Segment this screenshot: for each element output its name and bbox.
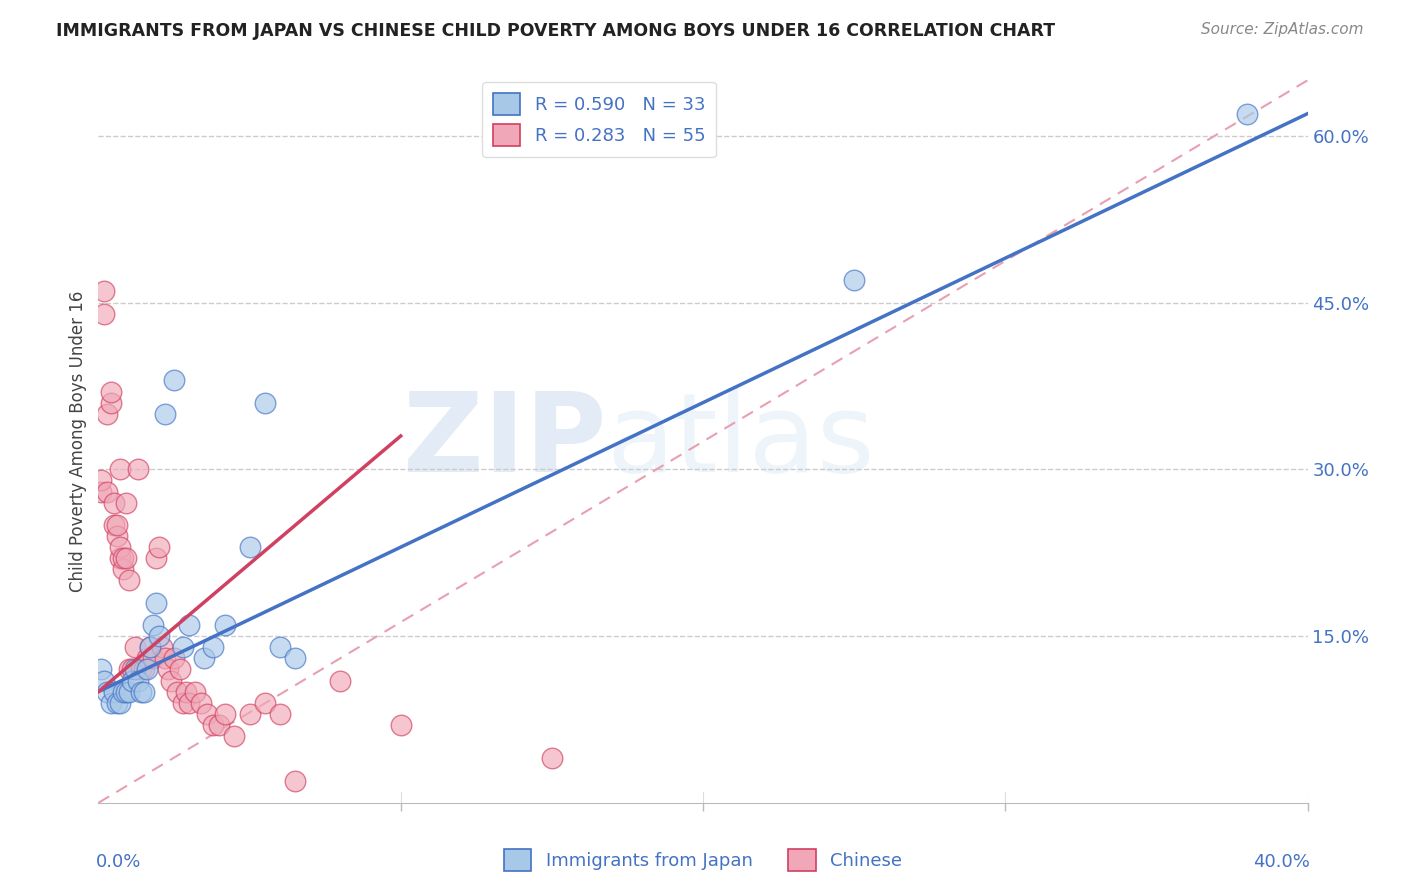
Point bbox=[90, 484, 112, 499]
Point bbox=[284, 773, 307, 788]
Point bbox=[105, 529, 128, 543]
Point bbox=[96, 407, 118, 421]
Text: 40.0%: 40.0% bbox=[1253, 854, 1310, 871]
Point bbox=[174, 684, 197, 698]
Point bbox=[142, 618, 165, 632]
Point bbox=[163, 373, 186, 387]
Point bbox=[93, 673, 115, 688]
Point bbox=[108, 462, 131, 476]
Point bbox=[90, 474, 112, 488]
Point bbox=[111, 551, 134, 566]
Y-axis label: Child Poverty Among Boys Under 16: Child Poverty Among Boys Under 16 bbox=[69, 291, 87, 592]
Point bbox=[284, 651, 307, 665]
Point bbox=[121, 673, 143, 688]
Point bbox=[118, 574, 141, 588]
Point bbox=[148, 540, 170, 554]
Point bbox=[269, 706, 291, 721]
Point bbox=[103, 684, 125, 698]
Point bbox=[202, 640, 225, 655]
Point bbox=[103, 517, 125, 532]
Point bbox=[389, 718, 412, 732]
Point bbox=[111, 684, 134, 698]
Text: Source: ZipAtlas.com: Source: ZipAtlas.com bbox=[1201, 22, 1364, 37]
Point bbox=[269, 640, 291, 655]
Point bbox=[844, 273, 866, 287]
Point bbox=[108, 551, 131, 566]
Point bbox=[114, 551, 136, 566]
Point bbox=[169, 662, 191, 676]
Point bbox=[540, 751, 562, 765]
Legend: R = 0.590   N = 33, R = 0.283   N = 55: R = 0.590 N = 33, R = 0.283 N = 55 bbox=[482, 82, 716, 157]
Point bbox=[166, 684, 188, 698]
Point bbox=[114, 684, 136, 698]
Point bbox=[111, 562, 134, 576]
Point bbox=[253, 395, 276, 409]
Point bbox=[150, 640, 173, 655]
Point bbox=[108, 696, 131, 710]
Text: atlas: atlas bbox=[606, 388, 875, 495]
Point bbox=[103, 496, 125, 510]
Point bbox=[118, 662, 141, 676]
Point bbox=[114, 496, 136, 510]
Point bbox=[190, 696, 212, 710]
Point bbox=[153, 407, 176, 421]
Point bbox=[93, 285, 115, 299]
Point bbox=[139, 640, 162, 655]
Point bbox=[1236, 106, 1258, 120]
Point bbox=[118, 684, 141, 698]
Point bbox=[184, 684, 207, 698]
Point bbox=[127, 673, 149, 688]
Point bbox=[214, 706, 236, 721]
Point bbox=[239, 706, 262, 721]
Point bbox=[108, 540, 131, 554]
Point bbox=[100, 395, 122, 409]
Point bbox=[214, 618, 236, 632]
Point bbox=[129, 684, 152, 698]
Point bbox=[142, 651, 165, 665]
Point bbox=[145, 551, 167, 566]
Point bbox=[156, 662, 179, 676]
Point bbox=[145, 596, 167, 610]
Point bbox=[179, 696, 201, 710]
Point bbox=[127, 462, 149, 476]
Point bbox=[253, 696, 276, 710]
Point bbox=[105, 696, 128, 710]
Point bbox=[193, 651, 215, 665]
Point bbox=[208, 718, 231, 732]
Point bbox=[96, 684, 118, 698]
Point bbox=[172, 640, 194, 655]
Point bbox=[329, 673, 352, 688]
Point bbox=[135, 662, 157, 676]
Text: ZIP: ZIP bbox=[404, 388, 606, 495]
Point bbox=[105, 517, 128, 532]
Point bbox=[224, 729, 246, 743]
Point bbox=[132, 662, 155, 676]
Point bbox=[90, 662, 112, 676]
Point bbox=[163, 651, 186, 665]
Point bbox=[96, 484, 118, 499]
Point bbox=[100, 696, 122, 710]
Point bbox=[202, 718, 225, 732]
Text: IMMIGRANTS FROM JAPAN VS CHINESE CHILD POVERTY AMONG BOYS UNDER 16 CORRELATION C: IMMIGRANTS FROM JAPAN VS CHINESE CHILD P… bbox=[56, 22, 1056, 40]
Point bbox=[121, 662, 143, 676]
Point bbox=[148, 629, 170, 643]
Point bbox=[100, 384, 122, 399]
Point bbox=[195, 706, 218, 721]
Legend: Immigrants from Japan, Chinese: Immigrants from Japan, Chinese bbox=[496, 842, 910, 879]
Point bbox=[129, 662, 152, 676]
Point bbox=[132, 684, 155, 698]
Point bbox=[160, 673, 183, 688]
Point bbox=[172, 696, 194, 710]
Text: 0.0%: 0.0% bbox=[96, 854, 142, 871]
Point bbox=[179, 618, 201, 632]
Point bbox=[153, 651, 176, 665]
Point bbox=[124, 640, 146, 655]
Point bbox=[239, 540, 262, 554]
Point bbox=[124, 662, 146, 676]
Point bbox=[93, 307, 115, 321]
Point bbox=[135, 651, 157, 665]
Point bbox=[139, 640, 162, 655]
